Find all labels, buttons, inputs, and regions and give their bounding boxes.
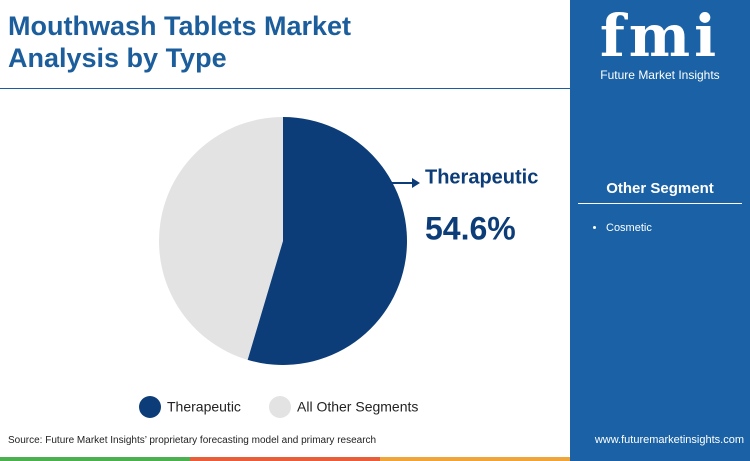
sidebar-list: Cosmetic <box>592 222 652 234</box>
pie-slice <box>247 116 408 366</box>
chart: Therapeutic 54.6% Therapeutic All Other S… <box>139 116 538 418</box>
footer-bars <box>0 457 570 461</box>
legend-label: All Other Segments <box>297 399 418 415</box>
value-label: 54.6% <box>425 210 516 246</box>
title-rule <box>0 88 570 89</box>
chart-title: Mouthwash Tablets Market Analysis by Typ… <box>8 11 352 73</box>
arrow-head <box>412 178 420 188</box>
legend-label: Therapeutic <box>167 399 241 415</box>
pie-slice <box>159 117 283 360</box>
brand-logo: fmi <box>599 2 721 70</box>
legend-swatch <box>269 396 291 418</box>
legend-swatch <box>139 396 161 418</box>
website: www.futuremarketinsights.com <box>594 434 744 446</box>
sidebar: fmi Future Market Insights Other Segment… <box>570 0 750 461</box>
sidebar-heading: Other Segment <box>578 180 742 204</box>
slice-annotation: Therapeutic <box>425 166 538 188</box>
source: Source: Future Market Insights’ propriet… <box>8 435 377 446</box>
brand-name: Future Market Insights <box>600 68 720 82</box>
sidebar-item: Cosmetic <box>606 222 652 234</box>
